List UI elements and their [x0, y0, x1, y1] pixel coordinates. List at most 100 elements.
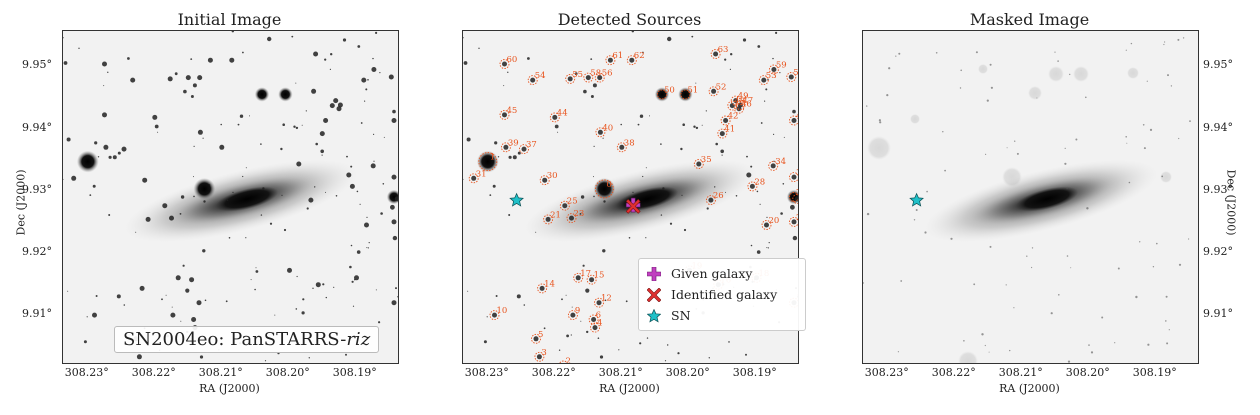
cross-icon [647, 287, 661, 302]
star [78, 47, 80, 49]
y-tick-label: 9.94° [1203, 120, 1233, 134]
star [197, 129, 203, 135]
masked-source [1028, 86, 1042, 100]
faint-residual [990, 86, 993, 89]
star [364, 222, 369, 228]
star [530, 77, 536, 83]
star [467, 290, 469, 292]
star [637, 123, 640, 126]
star [360, 122, 363, 124]
star [773, 133, 775, 135]
source-label: 14 [544, 279, 555, 289]
star [127, 57, 130, 60]
masked-source [1048, 66, 1064, 82]
star [296, 275, 298, 278]
y-tick-label: 9.92° [1203, 244, 1233, 258]
star [349, 183, 355, 189]
star [766, 216, 768, 218]
sn-marker-group [909, 192, 924, 207]
star [592, 325, 598, 331]
faint-residual [1168, 329, 1170, 331]
star [791, 118, 797, 123]
star [695, 126, 699, 130]
faint-residual [1125, 136, 1127, 138]
source-label: 51 [687, 85, 698, 95]
star [175, 275, 181, 281]
star [569, 215, 574, 221]
masked-source [867, 136, 891, 160]
star [162, 203, 168, 209]
y-tick-label: 9.91° [1203, 307, 1233, 321]
star [165, 294, 167, 296]
star [696, 161, 702, 167]
faint-residual [981, 333, 984, 336]
star [677, 352, 680, 355]
bright-star [476, 150, 499, 173]
source-aperture [789, 115, 798, 126]
source-aperture [768, 160, 779, 171]
star [364, 100, 366, 102]
star [203, 200, 206, 203]
bright-star [278, 87, 293, 102]
star [255, 267, 257, 269]
legend-item-sn: SN [647, 305, 797, 326]
star [367, 247, 369, 249]
source-aperture [595, 127, 606, 138]
star [281, 194, 283, 196]
star [136, 354, 142, 360]
star [592, 83, 597, 88]
faint-residual [1178, 137, 1180, 140]
star [745, 353, 747, 356]
faint-residual [1075, 138, 1078, 141]
star [351, 280, 354, 283]
star [291, 35, 294, 38]
star [539, 285, 545, 291]
source-aperture [534, 351, 545, 362]
faint-residual [989, 245, 992, 248]
star [116, 294, 121, 299]
x-tick-label: 308.20° [1065, 366, 1110, 379]
source-aperture [626, 55, 637, 66]
y-tick-label: 9.93° [1203, 182, 1233, 196]
source-label: 61 [612, 51, 623, 61]
star [219, 144, 225, 150]
faint-residual [1085, 96, 1087, 99]
star [391, 118, 397, 123]
faint-residual [1101, 316, 1104, 319]
star [245, 237, 247, 239]
star [350, 244, 353, 247]
masked-source [958, 351, 978, 363]
source-aperture [727, 100, 738, 111]
star [742, 38, 747, 42]
star [378, 321, 381, 324]
star [649, 115, 650, 117]
star [333, 286, 335, 288]
star [783, 136, 785, 138]
star [724, 58, 727, 61]
star [267, 36, 272, 42]
star [368, 242, 370, 244]
star [562, 203, 568, 209]
source-aperture [537, 283, 548, 294]
star [249, 115, 250, 117]
star [183, 89, 187, 94]
star [190, 58, 193, 60]
star [597, 75, 603, 81]
bright-star [593, 178, 616, 200]
star [642, 175, 644, 178]
star [756, 250, 761, 254]
star [492, 312, 497, 318]
legend-label: SN [671, 308, 691, 323]
star [619, 144, 625, 150]
star [632, 191, 634, 193]
star [366, 247, 368, 249]
star [190, 95, 194, 98]
faint-residual [1050, 312, 1053, 315]
star [225, 300, 228, 303]
star [782, 183, 785, 185]
star [356, 190, 359, 193]
star [392, 235, 398, 241]
star [296, 161, 302, 167]
faint-residual [1057, 60, 1059, 62]
source-aperture [531, 333, 541, 344]
